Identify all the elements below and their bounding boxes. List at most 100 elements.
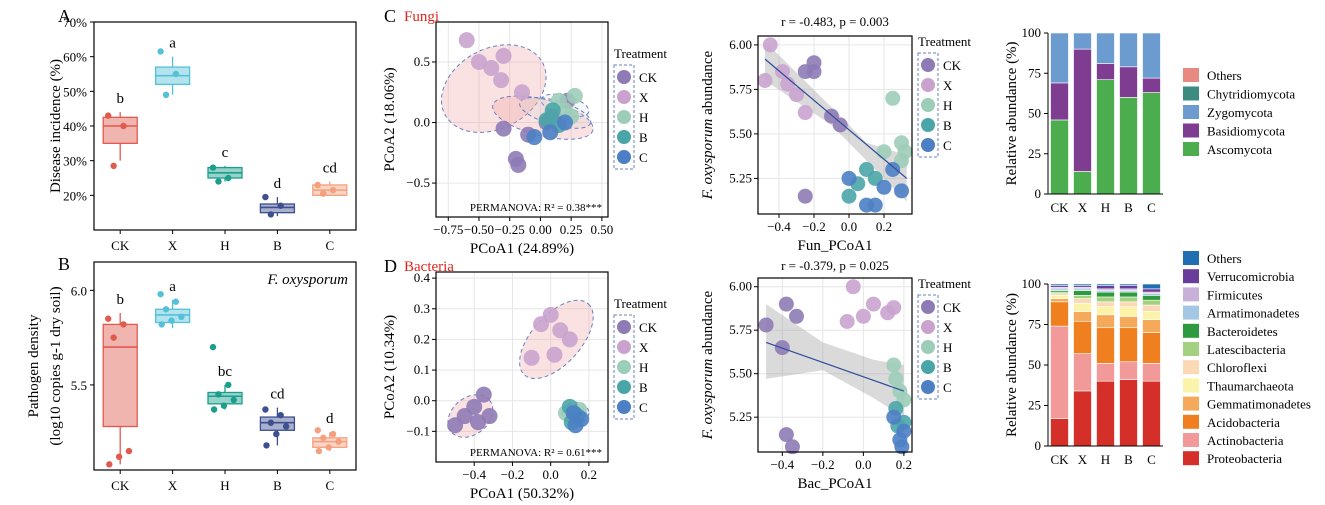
x-tick-label: X [168, 478, 178, 493]
legend-key-X [617, 340, 631, 354]
point-X [855, 308, 871, 324]
y-tick-label: 75 [1028, 65, 1041, 80]
data-point [335, 438, 342, 445]
bar-segment-Ascomycota-C [1142, 92, 1161, 195]
data-point [215, 391, 222, 398]
bar-segment-Proteobacteria-X [1073, 390, 1092, 447]
group-ellipse-X [440, 44, 547, 133]
legend-label: Basidiomycota [1207, 124, 1285, 139]
y-tick-label: 75 [1028, 317, 1041, 332]
y-tick-label: 50 [1028, 357, 1041, 372]
bar-segment-Gemmatimonadetes-B [1119, 316, 1138, 329]
legend-key-H [921, 340, 935, 354]
data-point [267, 419, 275, 426]
point-C [542, 124, 559, 141]
legend-label: Bacteroidetes [1207, 324, 1278, 339]
legend-key-Verrucomicrobia [1183, 269, 1199, 284]
x-tick-label: B [273, 478, 282, 493]
bar-segment-Verrucomicrobia-C [1142, 288, 1161, 293]
significance-letter: a [169, 279, 176, 295]
x-axis-label: Fun_PCoA1 [797, 238, 872, 254]
x-tick-label: C [1147, 200, 1156, 215]
x-tick-label: −0.4 [767, 219, 791, 234]
regression-line [764, 58, 908, 179]
bar-segment-Zygomycota-B [1119, 32, 1138, 68]
data-point [262, 406, 269, 413]
legend-key-Ascomycota [1183, 142, 1199, 156]
bar-segment-Latescibacteria-X [1073, 295, 1092, 299]
legend-key-C [617, 400, 631, 414]
point-X [866, 296, 881, 312]
bar-segment-Verrucomicrobia-H [1096, 285, 1115, 290]
x-tick-label: 0.2 [581, 467, 597, 482]
permanova-annotation: PERMANOVA: R² = 0.61*** [470, 447, 602, 459]
legend-key-Bacteroidetes [1183, 323, 1199, 338]
point-C [567, 417, 584, 434]
bar-segment-Bacteroidetes-X [1073, 290, 1092, 296]
bar-segment-Basidiomycota-C [1142, 77, 1161, 93]
bar-segment-Gemmatimonadetes-H [1096, 314, 1115, 329]
y-tick-label: −0.1 [406, 423, 430, 438]
box-body [102, 323, 138, 428]
point-H [566, 87, 583, 104]
legend-key-B [921, 360, 935, 374]
legend-title: Treatment [918, 34, 971, 49]
box-C: cd [312, 160, 348, 197]
point-C [565, 404, 582, 421]
correlation-title: r = -0.379, p = 0.025 [781, 258, 889, 273]
y-tick-label: 0.0 [414, 393, 430, 408]
data-point [230, 396, 237, 404]
legend-label: CK [943, 300, 962, 315]
point-X [839, 314, 855, 329]
x-tick-label: −0.2 [811, 457, 835, 472]
data-point [168, 317, 175, 324]
legend-label: B [943, 118, 952, 133]
box-CK: b [102, 91, 138, 170]
y-axis-label: PCoA2 (18.06%) [382, 67, 398, 171]
x-tick-label: X [1078, 200, 1088, 215]
data-point [215, 178, 222, 185]
bar-segment-Others-H [1096, 283, 1115, 286]
legend-key-X [921, 320, 935, 334]
legend-key-Latescibacteria [1183, 342, 1199, 356]
x-tick-label: −0.4 [462, 467, 486, 482]
bar-segment-Latescibacteria-H [1096, 296, 1115, 303]
panel-label: D [384, 256, 397, 276]
legend-key-Others [1183, 251, 1199, 265]
legend-key-frame [613, 64, 635, 170]
bar-segment-Proteobacteria-H [1096, 380, 1115, 447]
y-tick-label: 6.0 [71, 283, 87, 298]
legend-label: C [943, 138, 952, 153]
point-C [894, 183, 909, 199]
y-axis-label: Disease incidence (%) [48, 59, 64, 193]
bar-segment-Ascomycota-H [1096, 79, 1115, 195]
point-CK [797, 188, 813, 204]
data-point [172, 70, 180, 78]
significance-letter: c [222, 145, 229, 161]
data-point [106, 461, 113, 468]
x-tick-label: 0.50 [590, 222, 613, 237]
data-point [105, 315, 112, 322]
legend-label: H [943, 340, 952, 355]
bar-segment-Gemmatimonadetes-CK [1050, 298, 1069, 303]
legend-label: H [639, 360, 648, 375]
bar-segment-Acidobacteria-B [1119, 327, 1138, 363]
significance-letter: a [169, 36, 176, 52]
point-CK [797, 64, 813, 80]
data-point [178, 313, 185, 321]
y-tick-label: 40% [63, 119, 87, 134]
panel-c-fungi-stacked-bar: 0 25 50 75 100 CK X H B C Relative abundance (%) Ot… [1004, 25, 1295, 215]
point-CK [466, 398, 483, 415]
data-point [315, 447, 323, 455]
point-X [471, 53, 487, 70]
x-tick-label: C [1147, 452, 1156, 467]
bar-segment-Bacteroidetes-C [1142, 295, 1161, 301]
point-X [458, 32, 475, 49]
y-tick-label: 50% [63, 84, 87, 99]
y-tick-label: 70% [63, 15, 87, 30]
legend-label: Others [1207, 68, 1242, 83]
point-X [523, 349, 540, 366]
x-tick-label: 0.0 [543, 467, 559, 482]
